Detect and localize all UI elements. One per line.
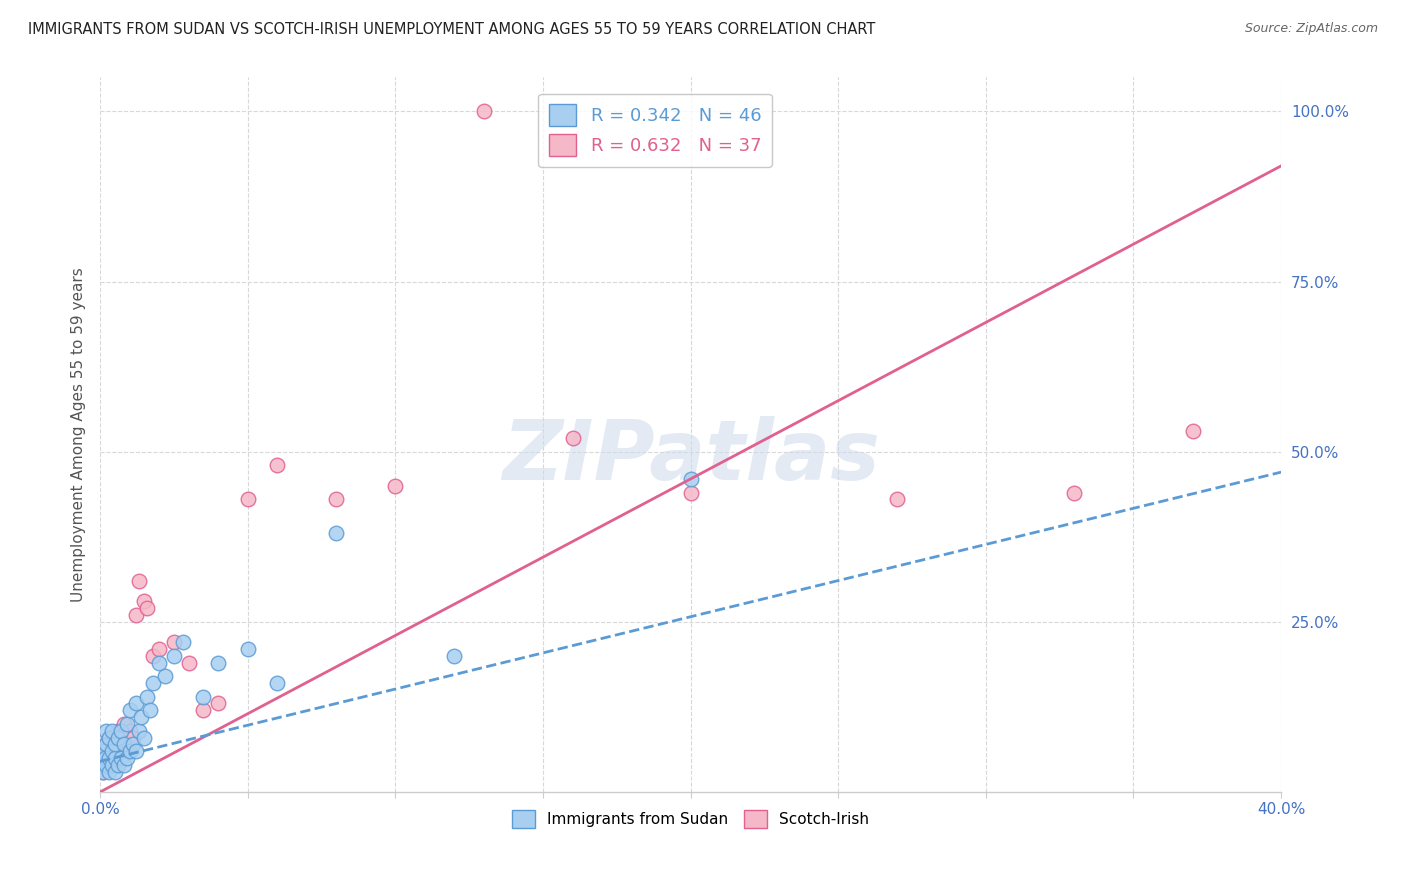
Point [93, 751, 115, 765]
Point [90, 757, 112, 772]
Y-axis label: Unemployment Among Ages 55 to 59 years: Unemployment Among Ages 55 to 59 years [72, 268, 86, 602]
Point [193, 690, 215, 704]
Point [679, 485, 702, 500]
Text: IMMIGRANTS FROM SUDAN VS SCOTCH-IRISH UNEMPLOYMENT AMONG AGES 55 TO 59 YEARS COR: IMMIGRANTS FROM SUDAN VS SCOTCH-IRISH UN… [28, 22, 876, 37]
Point [136, 601, 159, 615]
Point [94, 723, 117, 738]
Text: ZIPatlas: ZIPatlas [502, 416, 880, 497]
Point [107, 723, 129, 738]
Point [110, 744, 132, 758]
Point [107, 757, 129, 772]
Point [104, 751, 127, 765]
Point [91, 764, 114, 779]
Point [112, 737, 135, 751]
Point [128, 574, 150, 588]
Point [107, 757, 129, 772]
Point [98, 731, 121, 745]
Point [266, 676, 288, 690]
Point [325, 492, 347, 507]
Legend: Immigrants from Sudan, Scotch-Irish: Immigrants from Sudan, Scotch-Irish [506, 804, 875, 834]
Point [94, 737, 117, 751]
Point [236, 492, 259, 507]
Point [193, 703, 215, 717]
Point [153, 669, 176, 683]
Point [112, 717, 135, 731]
Point [115, 751, 138, 765]
Point [90, 757, 112, 772]
Point [115, 717, 138, 731]
Point [104, 751, 127, 765]
Point [236, 642, 259, 657]
Point [266, 458, 288, 473]
Point [101, 737, 124, 751]
Point [172, 635, 194, 649]
Point [124, 744, 146, 758]
Point [118, 744, 141, 758]
Point [679, 472, 702, 486]
Point [121, 737, 143, 751]
Point [131, 710, 153, 724]
Point [101, 723, 124, 738]
Point [110, 751, 132, 765]
Point [325, 526, 347, 541]
Point [136, 690, 159, 704]
Point [134, 594, 156, 608]
Point [472, 104, 495, 119]
Point [101, 757, 124, 772]
Text: Source: ZipAtlas.com: Source: ZipAtlas.com [1244, 22, 1378, 36]
Point [94, 737, 117, 751]
Point [163, 648, 186, 663]
Point [112, 757, 135, 772]
Point [177, 656, 200, 670]
Point [163, 635, 186, 649]
Point [1063, 485, 1085, 500]
Point [124, 607, 146, 622]
Point [98, 731, 121, 745]
Point [139, 703, 162, 717]
Point [561, 431, 583, 445]
Point [142, 676, 165, 690]
Point [1181, 425, 1204, 439]
Point [98, 751, 121, 765]
Point [207, 656, 229, 670]
Point [94, 757, 117, 772]
Point [110, 723, 132, 738]
Point [134, 731, 156, 745]
Point [91, 744, 114, 758]
Point [148, 656, 170, 670]
Point [104, 737, 127, 751]
Point [118, 723, 141, 738]
Point [115, 737, 138, 751]
Point [118, 703, 141, 717]
Point [148, 642, 170, 657]
Point [124, 697, 146, 711]
Point [98, 751, 121, 765]
Point [91, 751, 114, 765]
Point [101, 757, 124, 772]
Point [207, 697, 229, 711]
Point [94, 757, 117, 772]
Point [91, 764, 114, 779]
Point [443, 648, 465, 663]
Point [107, 731, 129, 745]
Point [886, 492, 908, 507]
Point [384, 479, 406, 493]
Point [98, 764, 121, 779]
Point [104, 764, 127, 779]
Point [142, 648, 165, 663]
Point [101, 744, 124, 758]
Point [128, 723, 150, 738]
Point [121, 731, 143, 745]
